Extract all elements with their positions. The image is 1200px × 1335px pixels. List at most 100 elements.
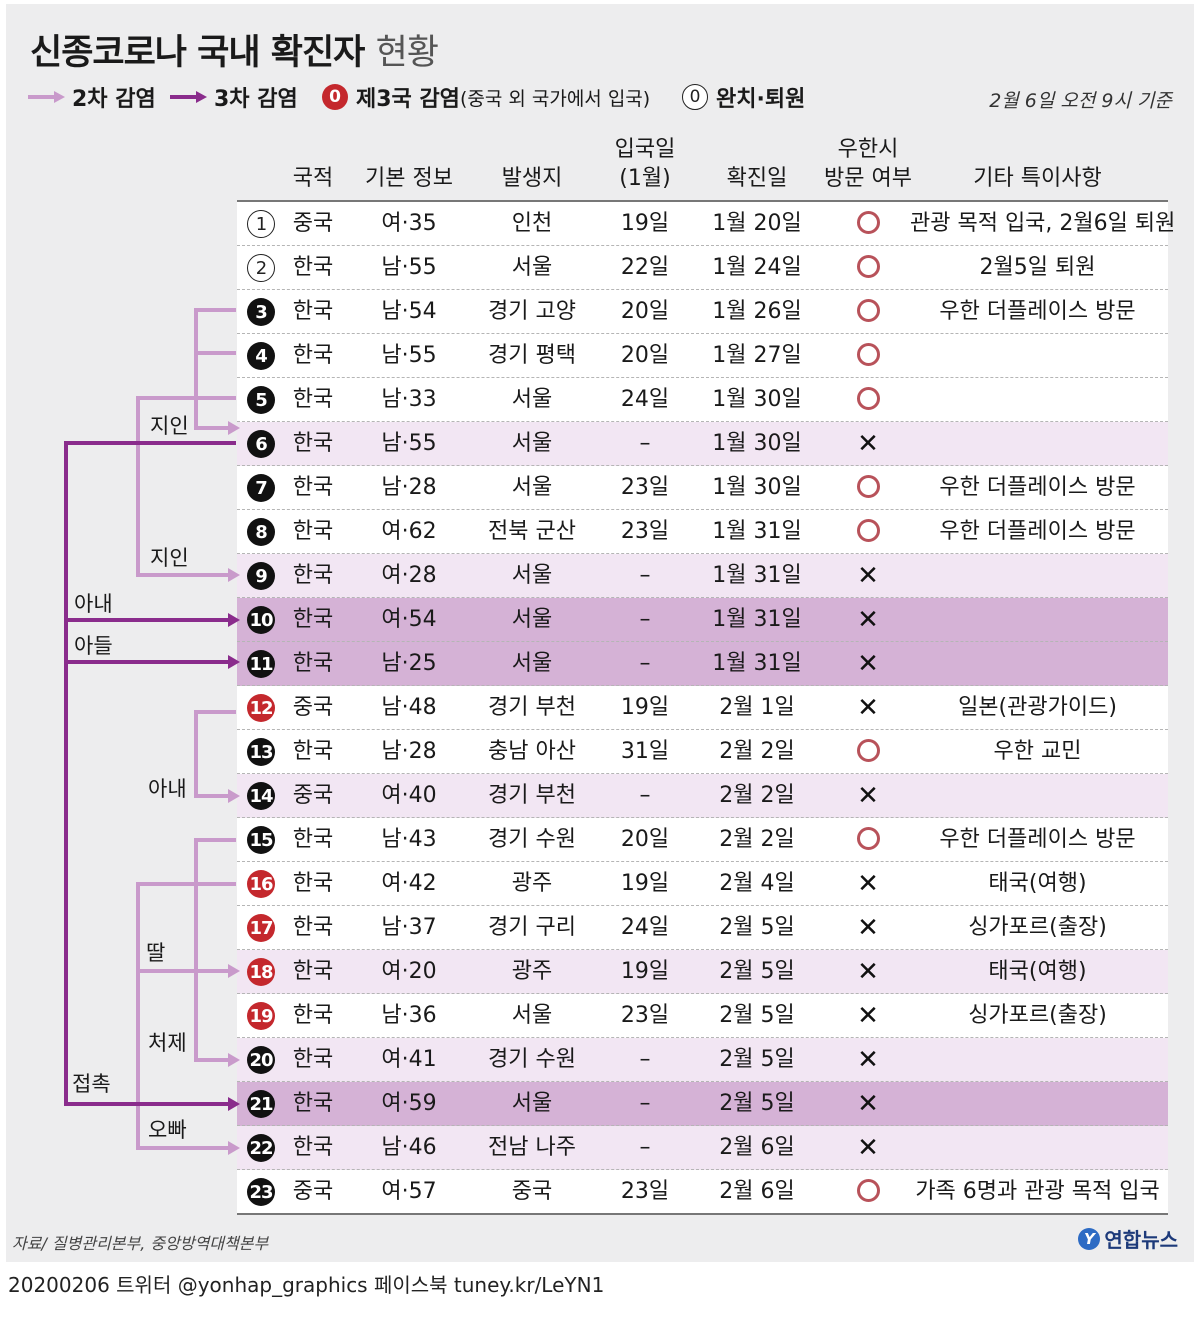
cell-confirmed-date: 2월 5일 [719,1091,795,1116]
cell-location: 서울 [511,387,553,412]
red-number-icon: 0 [322,84,348,110]
cell-nationality: 중국 [292,1179,334,1204]
circle-mark-icon [856,827,880,850]
cell-nationality: 한국 [292,475,334,500]
x-mark-icon: ✕ [857,957,879,987]
arrowhead-11 [228,655,240,669]
cell-nationality: 중국 [292,783,334,808]
arrowhead-18 [228,964,240,978]
case-number-badge: 4 [247,342,275,370]
cell-nationality: 한국 [292,915,334,940]
title-bold: 신종코로나 국내 확진자 [30,33,365,73]
arrow-icon-dark [170,91,207,103]
cell-nationality: 한국 [292,739,334,764]
relation-line-16-22 [136,882,236,1150]
cell-location: 충남 아산 [488,739,576,764]
header-location: 발생지 [501,166,563,191]
cell-basic-info: 여·41 [381,1047,437,1072]
header-wuhan-line2: 방문 여부 [824,166,912,191]
relation-line-15-20 [194,838,236,1062]
cell-location: 서울 [511,475,553,500]
cell-location: 인천 [511,211,553,236]
case-number-badge: 9 [247,562,275,590]
x-mark-icon: ✕ [857,913,879,943]
brand-logo: Y 연합뉴스 [1078,1224,1178,1253]
relation-label-older-brother: 오빠 [148,1118,187,1142]
cell-confirmed-date: 2월 2일 [719,783,795,808]
table-row: 6 한국 남·55 서울 – 1월 30일 ✕ [237,422,1168,466]
relation-label-acquaintance-a: 지인 [150,414,189,438]
case-number-badge: 1 [247,210,275,238]
circle-mark-icon [856,211,880,234]
cell-entry-date: 22일 [620,255,670,280]
cell-notes: 태국(여행) [988,871,1087,896]
header-entry-line1: 입국일 [614,137,676,162]
visited-circle-icon [815,818,921,862]
arrowhead-9 [228,568,240,582]
visited-circle-icon [815,466,921,510]
cell-location: 서울 [511,431,553,456]
table-row: 10 한국 여·54 서울 – 1월 31일 ✕ [237,598,1168,642]
case-number-badge: 7 [247,474,275,502]
case-number-badge: 21 [247,1090,275,1118]
cell-nationality: 한국 [292,255,334,280]
circle-mark-icon [856,299,880,322]
header-wuhan-line1: 우한시 [837,137,899,162]
table-row: 15 한국 남·43 경기 수원 20일 2월 2일 우한 더플레이스 방문 [237,818,1168,862]
table-row: 13 한국 남·28 충남 아산 31일 2월 2일 우한 교민 [237,730,1168,774]
cell-basic-info: 남·54 [381,299,437,324]
case-number-badge: 15 [247,826,275,854]
relation-line-3-6 [194,308,236,430]
cell-notes [910,334,1165,378]
relation-line-5-9 [136,396,236,577]
case-number-badge: 13 [247,738,275,766]
cell-basic-info: 여·28 [381,563,437,588]
header-entry: 입국일 (1월) [600,135,690,193]
cell-notes [910,1082,1165,1126]
relation-label-acquaintance-b: 지인 [150,546,189,570]
table-row: 3 한국 남·54 경기 고양 20일 1월 26일 우한 더플레이스 방문 [237,290,1168,334]
header-basic-info: 기본 정보 [365,166,453,191]
page-title: 신종코로나 국내 확진자 현황 [30,24,439,75]
visited-circle-icon [815,1170,921,1214]
cell-nationality: 한국 [292,563,334,588]
cell-location: 서울 [511,255,553,280]
relation-label-wife-b: 아내 [148,777,187,801]
cell-basic-info: 여·59 [381,1091,437,1116]
relation-lines [64,308,240,1155]
cell-entry-date: 24일 [620,915,670,940]
cell-confirmed-date: 1월 31일 [712,651,802,676]
cell-basic-info: 여·40 [381,783,437,808]
relation-line-6-21 [64,441,236,1106]
cell-nationality: 한국 [292,1047,334,1072]
visited-circle-icon [815,378,921,422]
not-visited-x-icon: ✕ [815,554,921,598]
table-row: 11 한국 남·25 서울 – 1월 31일 ✕ [237,642,1168,686]
table-row: 18 한국 여·20 광주 19일 2월 5일 태국(여행) ✕ [237,950,1168,994]
arrowhead-20 [228,1053,240,1067]
cell-confirmed-date: 2월 5일 [719,1003,795,1028]
cell-notes: 태국(여행) [988,959,1087,984]
cell-nationality: 한국 [292,343,334,368]
not-visited-x-icon: ✕ [815,642,921,686]
cell-entry-date: – [639,563,651,588]
not-visited-x-icon: ✕ [815,774,921,818]
cell-basic-info: 남·55 [381,431,437,456]
cell-confirmed-date: 2월 6일 [719,1135,795,1160]
header-entry-line2: (1월) [619,166,671,191]
cell-confirmed-date: 2월 1일 [719,695,795,720]
case-number-badge: 20 [247,1046,275,1074]
brand-text: 연합뉴스 [1104,1228,1178,1252]
cell-entry-date: – [639,1135,651,1160]
cell-basic-info: 여·57 [381,1179,437,1204]
cell-nationality: 한국 [292,871,334,896]
cell-notes [910,598,1165,642]
cell-location: 경기 평택 [488,343,576,368]
cell-notes [910,774,1165,818]
cell-entry-date: 23일 [620,1003,670,1028]
source-credit: 자료/ 질병관리본부, 중앙방역대책본부 [12,1234,269,1253]
circle-mark-icon [856,475,880,498]
cell-nationality: 한국 [292,827,334,852]
cell-notes [910,378,1165,422]
